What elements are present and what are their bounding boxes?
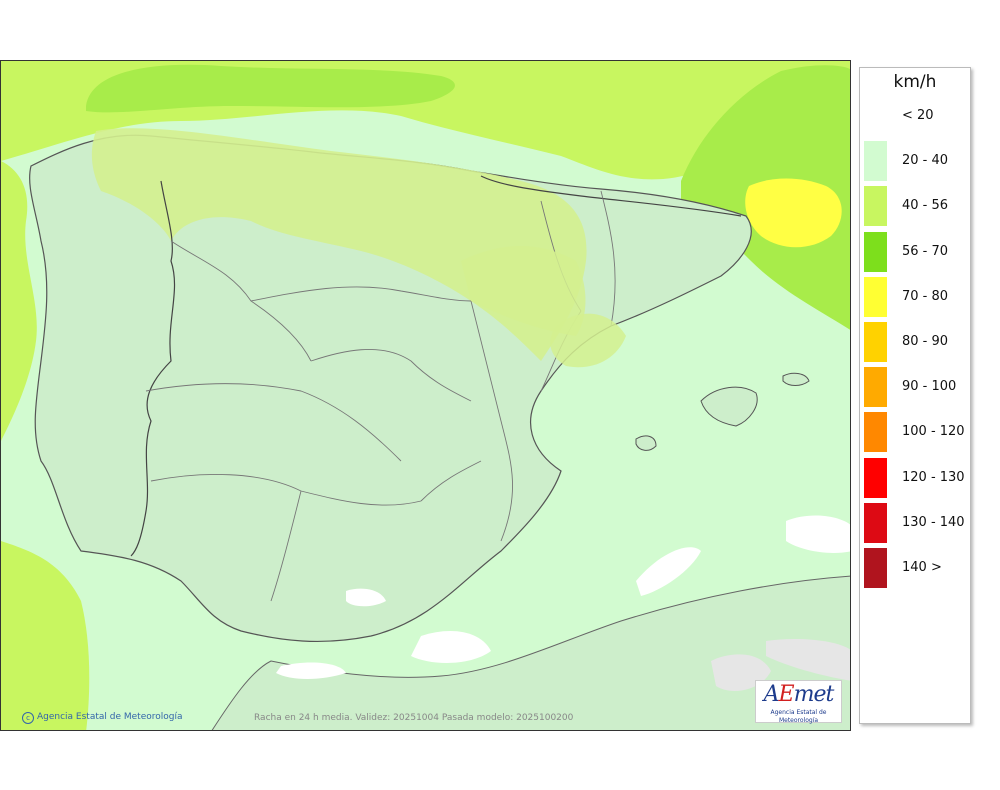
zone-atlantic-west-40-56 xyxy=(1,161,37,441)
legend-swatch xyxy=(864,276,887,317)
zone-ebro-40-56 xyxy=(461,246,586,336)
legend-label: 90 - 100 xyxy=(902,379,957,395)
land-north-africa xyxy=(211,575,850,730)
legend-item: < 20 xyxy=(864,96,970,136)
credit-label: Agencia Estatal de Meteorología xyxy=(37,712,183,722)
copyright-icon: c xyxy=(22,712,34,724)
island-menorca xyxy=(782,372,810,386)
zone-grey-africa-2 xyxy=(766,639,850,681)
legend-label: 40 - 56 xyxy=(902,198,949,214)
legend-item: 140 > xyxy=(864,548,970,588)
zone-north-56-70 xyxy=(86,64,455,113)
legend-swatch xyxy=(864,231,887,272)
map-canvas xyxy=(1,61,850,730)
legend-label: 130 - 140 xyxy=(902,514,965,530)
legend-label: 140 > xyxy=(902,560,942,575)
legend-item: 20 - 40 xyxy=(864,141,970,182)
map-caption: Racha en 24 h media. Validez: 20251004 P… xyxy=(254,713,574,723)
legend-label: 20 - 40 xyxy=(902,153,949,169)
wind-gust-map[interactable] xyxy=(0,60,851,731)
aemet-logo: AEmet Agencia Estatal de Meteorología xyxy=(755,680,842,724)
zone-white-4 xyxy=(786,515,850,553)
border-france xyxy=(480,175,742,217)
legend-swatch xyxy=(864,457,887,498)
legend-label: 80 - 90 xyxy=(902,334,949,349)
legend-swatch xyxy=(864,502,887,543)
zone-white-1 xyxy=(411,631,491,663)
zone-north-land-40-56 xyxy=(91,128,587,361)
border-portugal xyxy=(130,180,176,557)
legend-item: 56 - 70 xyxy=(864,231,970,272)
legend-item: 100 - 120 xyxy=(864,412,970,453)
zone-white-2 xyxy=(276,662,346,679)
legend-label: 70 - 80 xyxy=(902,288,949,304)
aemet-logo-subtitle: Agencia Estatal de Meteorología xyxy=(770,709,827,724)
legend-swatch xyxy=(864,412,887,453)
zone-white-3 xyxy=(636,547,701,596)
legend-swatch xyxy=(864,367,887,408)
legend-label: 56 - 70 xyxy=(902,243,949,259)
credit-text: c Agencia Estatal de Meteorología xyxy=(22,712,183,724)
legend-item: 120 - 130 xyxy=(864,457,970,498)
legend-swatch xyxy=(864,548,887,588)
zone-atlantic-southwest-40-56 xyxy=(1,541,90,730)
legend-item: 80 - 90 xyxy=(864,322,970,362)
legend-swatch xyxy=(864,96,887,136)
legend-swatch xyxy=(864,322,887,362)
legend-swatch xyxy=(864,141,887,182)
island-ibiza xyxy=(635,435,657,451)
legend-item: 40 - 56 xyxy=(864,186,970,227)
legend-unit: km/h xyxy=(893,72,937,92)
zone-white-5 xyxy=(346,588,386,607)
zone-delta-40-56 xyxy=(550,313,626,368)
legend-item: 90 - 100 xyxy=(864,367,970,408)
legend-label: 120 - 130 xyxy=(902,469,965,485)
legend-item: 70 - 80 xyxy=(864,276,970,317)
aemet-logo-mark: AEmet xyxy=(763,682,835,707)
zone-gulf-lion-70-80 xyxy=(745,178,842,248)
legend-swatch xyxy=(864,186,887,227)
legend: km/h < 20 20 - 40 40 - 56 56 - 70 70 - 80 80 … xyxy=(859,67,971,724)
region-borders xyxy=(145,190,616,602)
legend-label: 100 - 120 xyxy=(902,424,965,440)
legend-item: 130 - 140 xyxy=(864,502,970,543)
island-mallorca xyxy=(700,386,758,427)
legend-label: < 20 xyxy=(902,108,934,123)
